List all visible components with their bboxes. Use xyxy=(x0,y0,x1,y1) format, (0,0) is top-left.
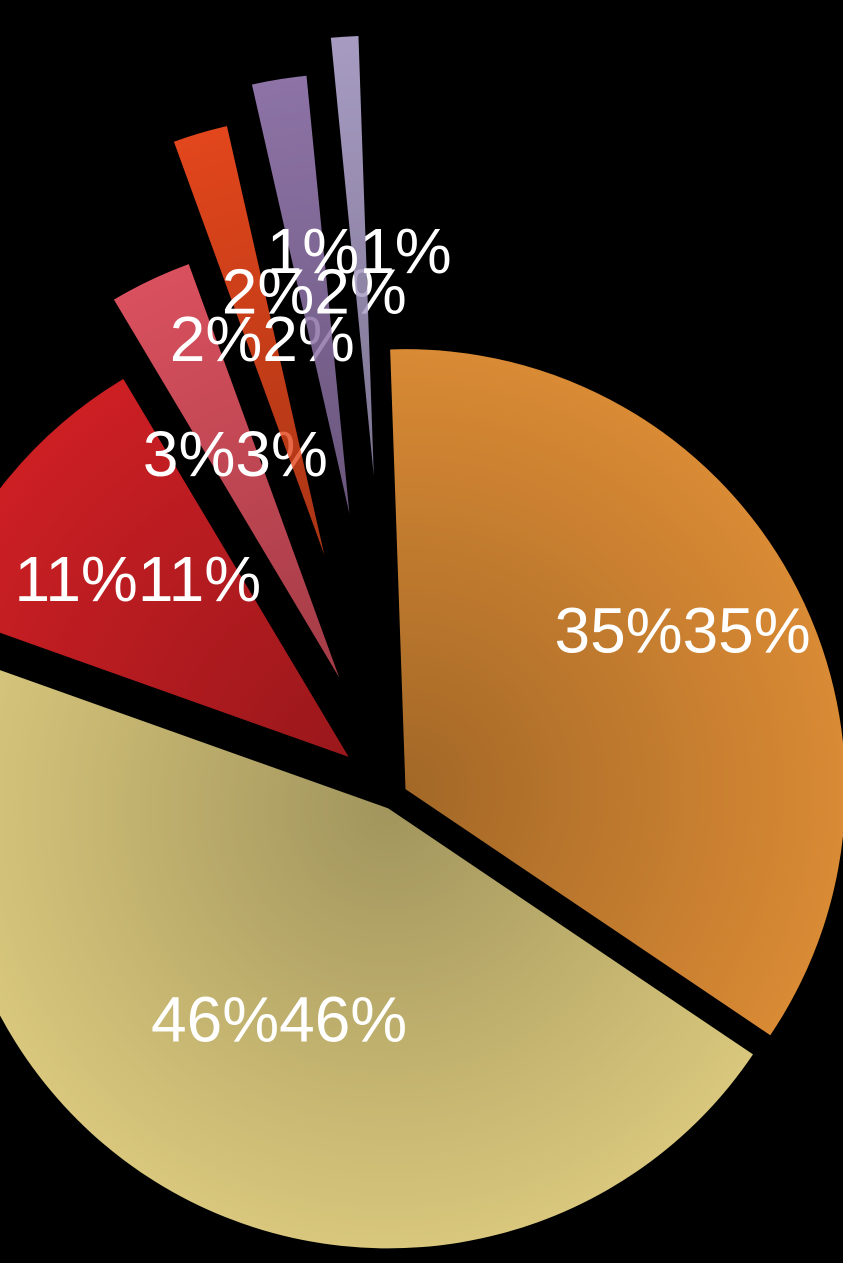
slice-label-part: 46% xyxy=(151,983,279,1055)
slice-label: 2%2% xyxy=(170,303,355,375)
slice-label-part: 1% xyxy=(359,215,452,287)
slice-label-part: 2% xyxy=(222,255,315,327)
slice-label: 11%11% xyxy=(14,543,261,615)
slice-label-part: 35% xyxy=(683,595,811,667)
pie-slice xyxy=(251,75,350,514)
pie-slice xyxy=(173,126,325,556)
pie-slice xyxy=(390,349,843,1036)
slice-label: 46%46% xyxy=(151,983,407,1055)
slice-label-part: 2% xyxy=(170,303,263,375)
slice-label: 35%35% xyxy=(554,595,810,667)
pie-slice xyxy=(113,264,340,678)
pie-slice xyxy=(0,378,349,757)
slice-label-part: 11% xyxy=(138,543,261,615)
slice-label-part: 11% xyxy=(14,543,137,615)
slice-label-part: 1% xyxy=(267,215,360,287)
slice-label: 1%1% xyxy=(267,215,452,287)
slice-label-part: 3% xyxy=(143,418,236,490)
slice-label-part: 35% xyxy=(554,595,682,667)
pie-slice xyxy=(0,670,754,1249)
pie-slice xyxy=(330,35,374,476)
slice-label: 3%3% xyxy=(143,418,328,490)
slice-label-part: 46% xyxy=(279,983,407,1055)
